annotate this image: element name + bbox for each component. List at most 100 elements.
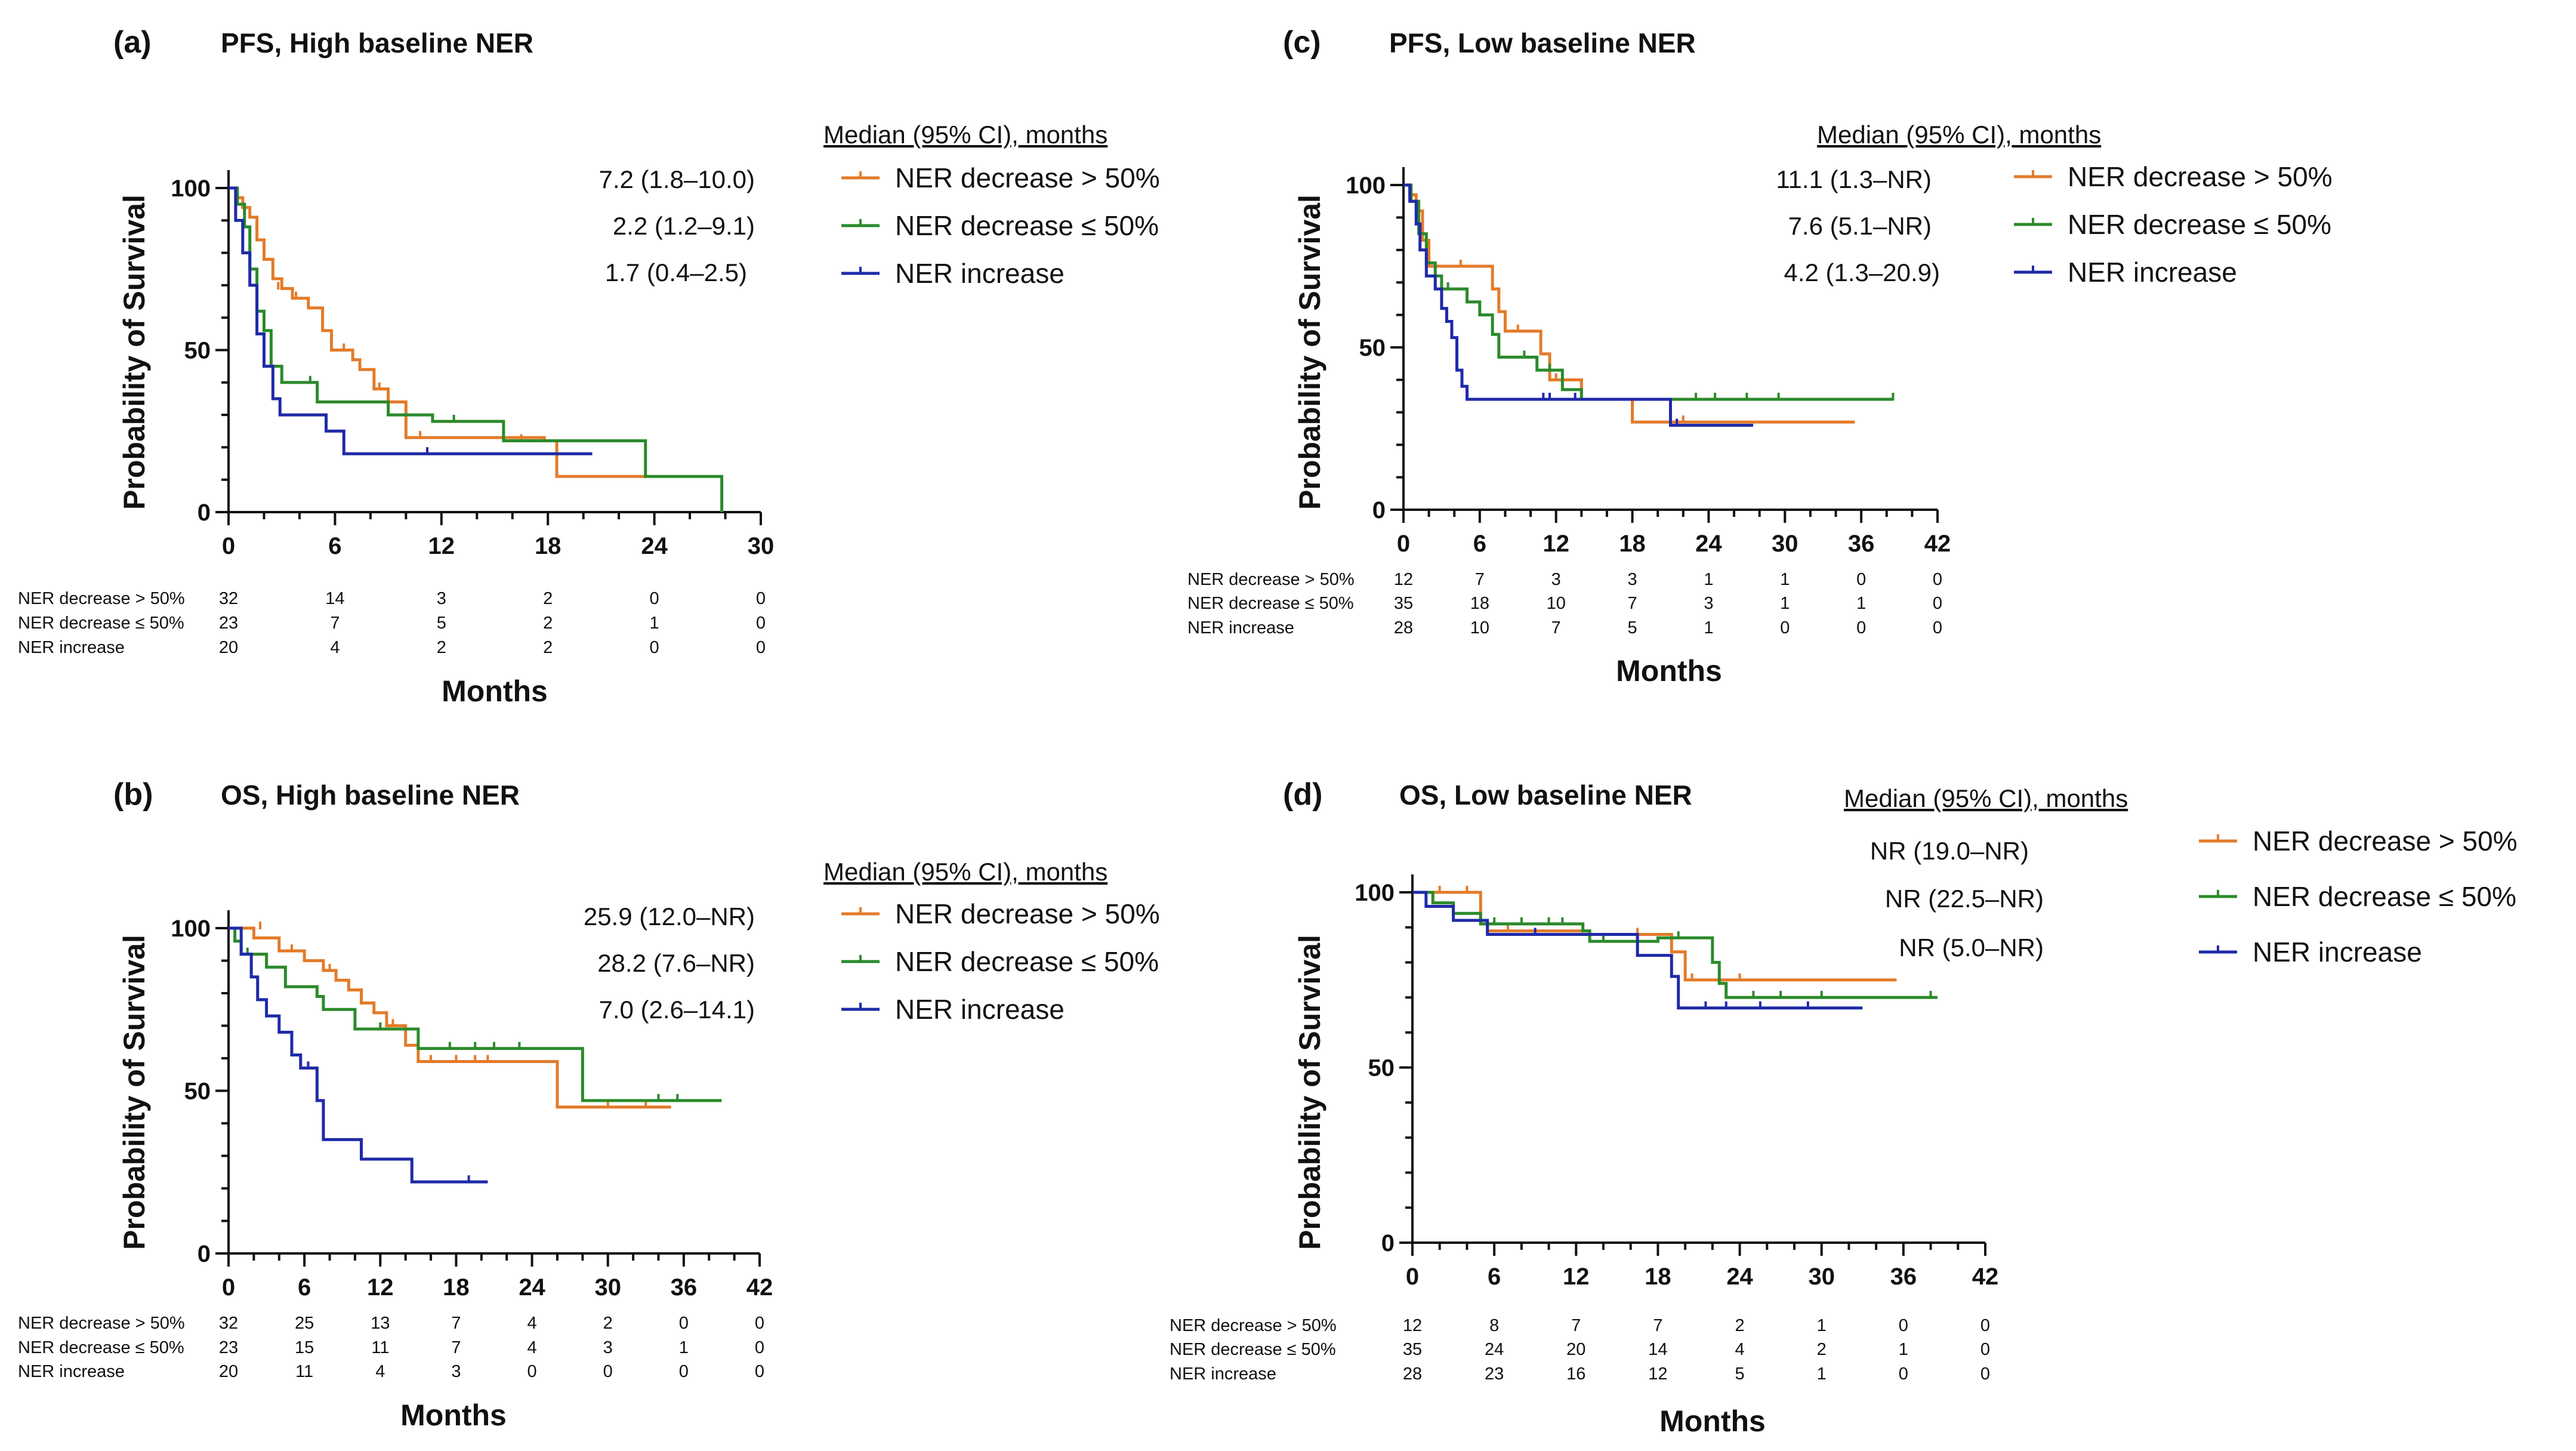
y-tick-label: 50 <box>1359 335 1386 361</box>
risk-count: 20 <box>219 638 238 657</box>
km-curve-3 <box>229 926 488 1184</box>
median-value: 2.2 (1.2–9.1) <box>613 212 755 240</box>
risk-count: 4 <box>375 1362 385 1381</box>
risk-count: 2 <box>1817 1340 1827 1359</box>
y-tick-label: 100 <box>1355 880 1395 906</box>
y-tick-label: 0 <box>198 500 211 526</box>
legend-label: NER decrease > 50% <box>2068 161 2333 192</box>
risk-count: 1 <box>1856 594 1866 613</box>
risk-count: 7 <box>1628 594 1637 613</box>
risk-row-label: NER decrease > 50% <box>18 589 185 608</box>
x-tick-label: 30 <box>748 533 775 559</box>
risk-count: 3 <box>603 1338 613 1357</box>
risk-row-label: NER increase <box>18 1362 125 1381</box>
median-header: Median (95% CI), months <box>1817 121 2101 149</box>
legend-label: NER decrease ≤ 50% <box>2253 881 2516 912</box>
risk-count: 0 <box>527 1362 537 1381</box>
risk-count: 7 <box>1551 618 1561 637</box>
median-header: Median (95% CI), months <box>823 858 1107 886</box>
risk-count: 0 <box>603 1362 613 1381</box>
legend-label: NER increase <box>895 258 1065 289</box>
risk-count: 1 <box>650 614 659 633</box>
risk-count: 32 <box>219 1314 238 1333</box>
legend-label: NER decrease ≤ 50% <box>895 946 1159 977</box>
x-tick-label: 36 <box>1848 531 1875 557</box>
risk-count: 1 <box>1780 594 1790 613</box>
risk-count: 0 <box>650 589 659 608</box>
risk-count: 7 <box>451 1314 461 1333</box>
risk-count: 5 <box>1628 618 1637 637</box>
risk-count: 25 <box>295 1314 314 1333</box>
risk-count: 5 <box>437 614 446 633</box>
risk-count: 1 <box>1704 618 1713 637</box>
risk-count: 1 <box>1899 1340 1908 1359</box>
risk-count: 1 <box>1704 570 1713 589</box>
risk-row-label: NER increase <box>18 638 125 657</box>
km-curve-3 <box>229 186 593 455</box>
risk-count: 35 <box>1394 594 1413 613</box>
risk-count: 0 <box>1980 1364 1990 1384</box>
x-tick-label: 12 <box>1542 531 1569 557</box>
risk-count: 13 <box>371 1314 390 1333</box>
risk-count: 14 <box>325 589 344 608</box>
risk-count: 24 <box>1485 1340 1504 1359</box>
risk-count: 12 <box>1394 570 1413 589</box>
risk-count: 10 <box>1470 618 1489 637</box>
risk-count: 0 <box>1899 1316 1908 1335</box>
risk-count: 23 <box>1485 1364 1504 1384</box>
x-tick-label: 12 <box>367 1274 394 1301</box>
x-tick-label: 12 <box>1563 1264 1590 1290</box>
risk-row-label: NER increase <box>1170 1364 1276 1384</box>
risk-count: 2 <box>543 614 553 633</box>
risk-count: 28 <box>1403 1364 1422 1384</box>
panel-title: PFS, High baseline NER <box>221 27 533 58</box>
legend-label: NER decrease > 50% <box>895 162 1160 193</box>
y-tick-label: 0 <box>1381 1230 1395 1256</box>
x-tick-label: 6 <box>1488 1264 1501 1290</box>
y-tick-label: 50 <box>184 338 211 364</box>
x-tick-label: 30 <box>1808 1264 1835 1290</box>
risk-count: 28 <box>1394 618 1413 637</box>
risk-count: 15 <box>295 1338 314 1357</box>
risk-count: 7 <box>451 1338 461 1357</box>
median-value: 11.1 (1.3–NR) <box>1776 165 1932 193</box>
risk-count: 1 <box>1817 1364 1827 1384</box>
risk-count: 3 <box>451 1362 461 1381</box>
risk-count: 1 <box>1817 1316 1827 1335</box>
panel-title: PFS, Low baseline NER <box>1389 27 1696 58</box>
risk-count: 4 <box>1735 1340 1745 1359</box>
risk-count: 12 <box>1648 1364 1667 1384</box>
risk-count: 0 <box>755 1314 764 1333</box>
y-tick-label: 0 <box>1372 497 1386 523</box>
x-axis-label: Months <box>442 674 548 708</box>
risk-row-label: NER decrease ≤ 50% <box>1170 1340 1336 1359</box>
km-curve-1 <box>229 186 646 478</box>
km-curve-1 <box>1412 891 1897 982</box>
x-tick-label: 42 <box>1924 531 1951 557</box>
risk-count: 0 <box>1780 618 1790 637</box>
km-curve-3 <box>1403 183 1754 427</box>
x-tick-label: 0 <box>1406 1264 1419 1290</box>
risk-count: 3 <box>1628 570 1637 589</box>
legend-label: NER decrease > 50% <box>895 898 1160 929</box>
risk-count: 23 <box>219 614 238 633</box>
risk-count: 7 <box>330 614 340 633</box>
risk-count: 11 <box>371 1338 389 1357</box>
risk-count: 20 <box>1566 1340 1585 1359</box>
legend-label: NER increase <box>2253 936 2422 968</box>
risk-row-label: NER decrease ≤ 50% <box>18 1338 184 1357</box>
legend-label: NER increase <box>2068 257 2237 288</box>
x-tick-label: 42 <box>1972 1264 1999 1290</box>
risk-count: 1 <box>679 1338 689 1357</box>
legend-label: NER decrease ≤ 50% <box>895 210 1159 241</box>
risk-count: 18 <box>1470 594 1489 613</box>
x-tick-label: 6 <box>1473 531 1486 557</box>
risk-count: 0 <box>1980 1340 1990 1359</box>
risk-count: 23 <box>219 1338 238 1357</box>
risk-count: 3 <box>1704 594 1713 613</box>
risk-count: 14 <box>1648 1340 1667 1359</box>
x-tick-label: 6 <box>298 1274 311 1301</box>
y-axis-label: Probability of Survival <box>1293 935 1326 1250</box>
